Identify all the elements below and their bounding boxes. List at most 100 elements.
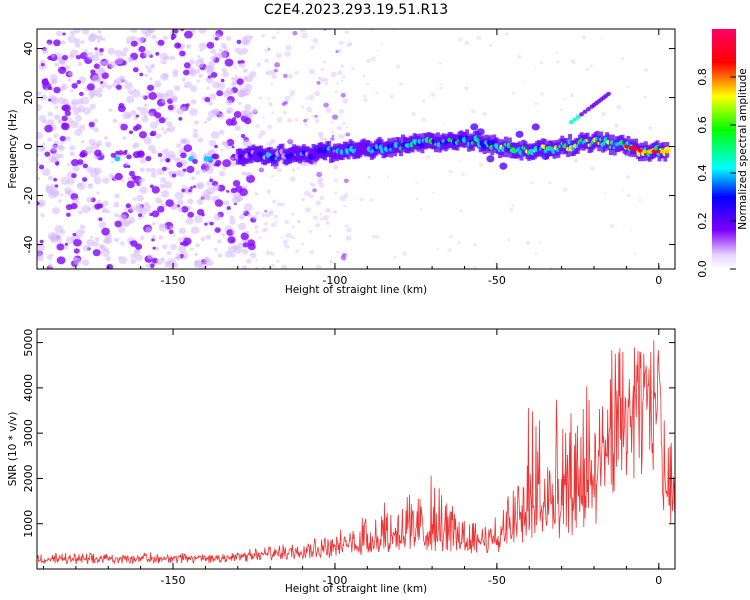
noise-blob (230, 161, 237, 167)
noise-blob (224, 58, 234, 67)
noise-blob (90, 235, 94, 239)
signal-peak (655, 149, 661, 154)
noise-blob (149, 263, 155, 268)
noise-blob (540, 127, 543, 130)
noise-blob (161, 99, 166, 104)
noise-blob (101, 209, 106, 213)
noise-blob (187, 211, 195, 218)
noise-blob (78, 124, 86, 132)
noise-blob (626, 85, 630, 89)
noise-blob (289, 94, 293, 98)
noise-blob (241, 47, 249, 55)
noise-blob (129, 205, 136, 212)
noise-blob (308, 193, 314, 199)
noise-blob (39, 239, 44, 244)
spec-ytick-label: 0 (22, 143, 35, 150)
noise-blob (242, 210, 246, 214)
noise-blob (200, 236, 206, 242)
noise-blob (246, 173, 251, 177)
noise-blob (93, 167, 97, 171)
noise-blob (173, 85, 181, 91)
noise-blob (210, 55, 217, 61)
signal-blob (114, 156, 121, 162)
noise-blob (319, 136, 325, 142)
noise-blob (190, 176, 196, 181)
noise-blob (121, 180, 125, 183)
noise-blob (120, 51, 128, 57)
noise-blob (287, 73, 294, 79)
noise-blob (132, 125, 139, 132)
noise-blob (530, 181, 534, 185)
noise-blob (380, 42, 384, 46)
noise-blob (231, 81, 237, 87)
noise-blob (256, 62, 262, 67)
noise-blob (345, 132, 351, 137)
noise-blob (40, 213, 45, 218)
branch-blob (585, 107, 591, 112)
noise-blob (282, 110, 287, 115)
noise-blob (187, 198, 194, 205)
noise-blob (73, 238, 82, 247)
noise-blob (38, 164, 45, 170)
noise-blob (57, 66, 67, 75)
noise-blob (269, 102, 272, 105)
noise-blob (229, 219, 236, 225)
noise-blob (145, 91, 150, 95)
signal-satellite (470, 123, 479, 131)
noise-blob (145, 226, 153, 233)
noise-blob (41, 142, 46, 147)
noise-blob (182, 137, 187, 142)
noise-blob (185, 103, 190, 107)
noise-blob (86, 196, 93, 203)
branch-blob (579, 112, 584, 117)
noise-blob (194, 215, 203, 224)
noise-blob (190, 247, 194, 251)
noise-blob (331, 130, 334, 134)
noise-blob (267, 47, 270, 50)
noise-blob (340, 64, 344, 68)
noise-blob (325, 221, 330, 226)
noise-blob (207, 100, 214, 106)
noise-blob (72, 197, 80, 205)
noise-blob (392, 255, 397, 259)
noise-blob (152, 246, 156, 250)
noise-blob (157, 39, 165, 46)
noise-blob (609, 224, 615, 229)
noise-blob (54, 225, 64, 234)
noise-blob (47, 263, 52, 267)
noise-blob (259, 130, 266, 136)
noise-blob (304, 207, 311, 213)
noise-blob (114, 172, 123, 181)
noise-blob (343, 178, 349, 184)
noise-blob (261, 228, 267, 233)
noise-blob (52, 207, 60, 215)
noise-blob (448, 169, 453, 174)
signal-satellite (486, 155, 495, 163)
noise-blob (183, 30, 193, 39)
noise-blob (137, 213, 143, 218)
noise-blob (238, 51, 243, 56)
noise-blob (186, 44, 192, 49)
noise-blob (315, 264, 322, 269)
noise-blob (66, 177, 75, 185)
colorbar-tick-label: 0.0 (696, 260, 709, 278)
noise-blob (442, 122, 445, 125)
noise-blob (138, 131, 147, 139)
noise-blob (139, 72, 144, 77)
noise-blob (271, 175, 274, 178)
noise-blob (229, 215, 235, 220)
noise-blob (150, 172, 157, 178)
noise-blob (313, 162, 318, 167)
noise-blob (287, 138, 294, 145)
noise-blob (157, 106, 161, 110)
noise-blob (189, 69, 197, 77)
noise-blob (181, 206, 189, 213)
noise-blob (80, 96, 90, 105)
noise-blob (185, 217, 194, 225)
noise-blob (464, 86, 469, 91)
noise-blob (195, 59, 205, 68)
noise-blob (329, 260, 333, 264)
noise-blob (210, 48, 217, 54)
noise-blob (291, 212, 295, 216)
